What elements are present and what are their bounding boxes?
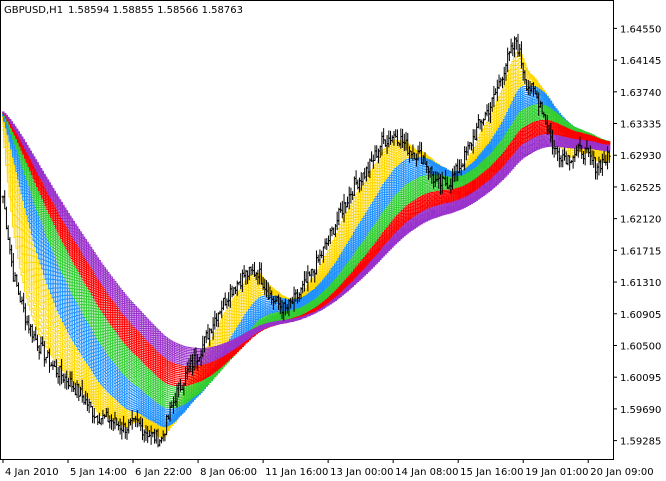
y-tick-label: 1.60500 — [620, 341, 661, 352]
y-tick-label: 1.63740 — [620, 88, 661, 99]
y-tick-label: 1.59690 — [620, 405, 661, 416]
x-axis: 4 Jan 2010 5 Jan 14:00 6 Jan 22:00 8 Jan 06… — [2, 459, 654, 478]
y-tick-label: 1.62930 — [620, 151, 661, 162]
ribbon-line — [2, 111, 611, 350]
y-tick-label: 1.62120 — [620, 215, 661, 226]
x-tick-label: 4 Jan 2010 — [5, 467, 59, 478]
x-tick-label: 5 Jan 14:00 — [70, 467, 127, 478]
ribbon-layer — [2, 51, 611, 438]
price-bars-layer — [1, 33, 611, 448]
x-tick-label: 15 Jan 16:00 — [460, 467, 523, 478]
y-tick-label: 1.61310 — [620, 278, 661, 289]
ribbon-line — [2, 112, 611, 394]
chart-symbol-label: GBPUSD,H1 — [4, 5, 63, 16]
ribbon-line — [2, 54, 611, 437]
ribbon-line — [2, 57, 611, 436]
y-axis: 1.64550 1.64145 1.63740 1.63335 1.62930 1.625… — [613, 24, 661, 448]
y-tick-label: 1.63335 — [620, 120, 661, 131]
x-tick-label: 8 Jan 06:00 — [200, 467, 257, 478]
y-tick-label: 1.61715 — [620, 246, 661, 257]
y-tick-label: 1.64145 — [620, 56, 661, 67]
y-tick-label: 1.64550 — [620, 24, 661, 35]
ribbon-line — [2, 100, 611, 414]
y-tick-label: 1.60905 — [620, 310, 661, 321]
ribbon-line — [2, 94, 611, 421]
x-tick-label: 13 Jan 00:00 — [330, 467, 393, 478]
x-tick-label: 19 Jan 01:00 — [525, 467, 588, 478]
price-bar — [607, 150, 611, 163]
chart-ohlc-label: 1.58594 1.58855 1.58566 1.58763 — [68, 5, 243, 16]
x-tick-label: 20 Jan 09:00 — [590, 467, 653, 478]
y-tick-label: 1.59285 — [620, 437, 661, 448]
x-tick-label: 14 Jan 08:00 — [395, 467, 458, 478]
y-tick-label: 1.62525 — [620, 183, 661, 194]
x-tick-label: 6 Jan 22:00 — [135, 467, 192, 478]
x-tick-label: 11 Jan 16:00 — [265, 467, 328, 478]
plot-frame — [0, 0, 614, 460]
y-tick-label: 1.60095 — [620, 373, 661, 384]
